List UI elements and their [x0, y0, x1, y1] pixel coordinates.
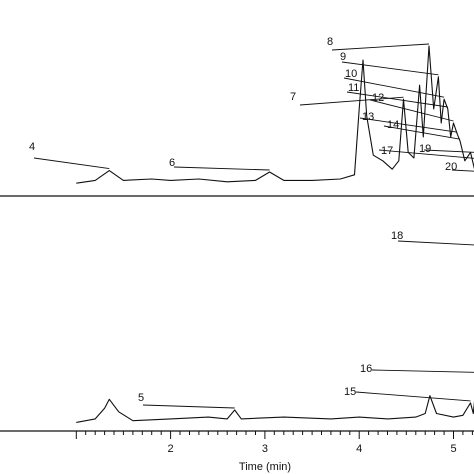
- peak-label-7: 7: [290, 91, 296, 103]
- peak-leader-19: [423, 149, 474, 153]
- x-tick-label: 4: [356, 443, 362, 455]
- peak-leader-18: [397, 240, 474, 246]
- peak-leader-20: [451, 169, 474, 172]
- peak-leader-8: [331, 43, 430, 51]
- peak-label-15: 15: [344, 386, 356, 398]
- top-trace-panel: 4 6 7 89 10 11 12 13 14 17 19 20: [29, 36, 474, 184]
- peak-leader-17: [378, 149, 474, 159]
- x-tick-label: 3: [262, 443, 268, 455]
- peak-leader-12: [369, 99, 454, 122]
- peak-leader-4: [33, 157, 110, 170]
- peak-label-9: 9: [340, 51, 346, 63]
- x-axis: 23456: [0, 430, 474, 455]
- peak-leader-5: [142, 404, 235, 409]
- peak-leader-16: [371, 369, 474, 373]
- peak-leader-14: [383, 125, 461, 140]
- peak-leader-9: [341, 61, 439, 76]
- peak-label-13: 13: [362, 111, 374, 123]
- peak-label-6: 6: [169, 157, 175, 169]
- peak-label-16: 16: [360, 363, 372, 375]
- peak-label-5: 5: [138, 392, 144, 404]
- peak-leader-11: [346, 91, 448, 108]
- peak-label-20: 20: [445, 161, 457, 173]
- peak-label-14: 14: [387, 119, 399, 131]
- peak-leader-10: [343, 77, 445, 98]
- peak-leader-13: [359, 117, 458, 133]
- bottom-trace-line: [76, 395, 474, 423]
- peak-label-18: 18: [391, 230, 403, 242]
- peak-label-8: 8: [327, 36, 333, 48]
- peak-leader-6: [173, 166, 270, 171]
- peak-leader-7: [299, 96, 404, 106]
- x-axis-label: Time (min): [239, 461, 291, 473]
- peak-label-19: 19: [419, 143, 431, 155]
- peak-label-12: 12: [372, 92, 384, 104]
- x-tick-label: 2: [168, 443, 174, 455]
- bottom-trace-panel: 5 15 16 18: [76, 230, 474, 423]
- peak-label-17: 17: [381, 145, 393, 157]
- peak-label-10: 10: [345, 68, 357, 80]
- top-trace-line: [76, 45, 474, 184]
- peak-label-11: 11: [348, 82, 359, 94]
- x-tick-label: 5: [450, 443, 456, 455]
- peak-leader-15: [355, 391, 471, 402]
- peak-label-4: 4: [29, 141, 35, 153]
